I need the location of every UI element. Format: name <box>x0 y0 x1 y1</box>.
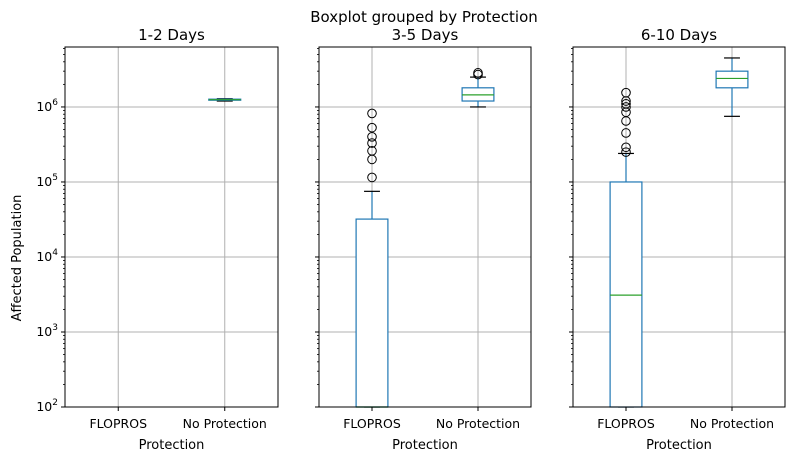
outlier-point <box>367 172 377 183</box>
panel-frame <box>318 46 532 408</box>
outlier-point <box>621 102 631 112</box>
panel-3: FLOPROS No Protection 6-10 Days Protection <box>569 26 786 453</box>
panels: 102 103 104 105 106 FLOPROS No Protection 1-2 D… <box>36 26 786 453</box>
y-tick-label: 102 <box>36 398 58 414</box>
y-tick-label: 106 <box>36 98 58 114</box>
x-axis-label: Protection <box>392 438 458 453</box>
box-flopros <box>609 87 643 408</box>
y-axis-label: Affected Population <box>10 195 25 322</box>
x-tick-label: FLOPROS <box>89 416 147 431</box>
panel-1: 102 103 104 105 106 FLOPROS No Protection 1-2 D… <box>36 26 279 453</box>
panel-title: 6-10 Days <box>641 26 717 44</box>
outlier-point <box>621 142 631 153</box>
x-axis-label: Protection <box>139 438 205 453</box>
panel-frame <box>572 46 786 408</box>
outlier-point <box>367 132 377 142</box>
box-flopros <box>355 108 389 408</box>
box-iqr <box>355 218 389 408</box>
outlier-point <box>367 108 377 119</box>
x-tick-label: No Protection <box>690 416 774 431</box>
panel-title: 3-5 Days <box>392 26 459 44</box>
outlier-point <box>367 122 377 133</box>
x-tick-label: FLOPROS <box>597 416 655 431</box>
chart-suptitle: Boxplot grouped by Protection <box>310 8 538 26</box>
outlier-point <box>621 99 631 109</box>
y-tick-label: 103 <box>36 323 58 339</box>
outlier-point <box>367 146 377 156</box>
outlier-point <box>367 138 377 148</box>
box-no-protection <box>208 98 242 102</box>
panel-2: FLOPROS No Protection 3-5 Days Protection <box>315 26 532 453</box>
outlier-point <box>473 68 483 78</box>
panel-frame <box>64 46 279 408</box>
outlier-point <box>621 128 631 138</box>
x-tick-label: FLOPROS <box>343 416 401 431</box>
y-tick-label: 104 <box>36 248 58 264</box>
y-tick-label: 105 <box>36 173 58 189</box>
panel-title: 1-2 Days <box>138 26 205 44</box>
outlier-point <box>621 87 631 98</box>
outlier-point <box>621 147 631 157</box>
x-tick-label: No Protection <box>183 416 267 431</box>
box-no-protection <box>715 57 749 117</box>
box-no-protection <box>461 68 495 108</box>
box-iqr <box>715 70 749 89</box>
box-iqr <box>609 181 643 408</box>
x-tick-label: No Protection <box>436 416 520 431</box>
x-axis-label: Protection <box>646 438 712 453</box>
